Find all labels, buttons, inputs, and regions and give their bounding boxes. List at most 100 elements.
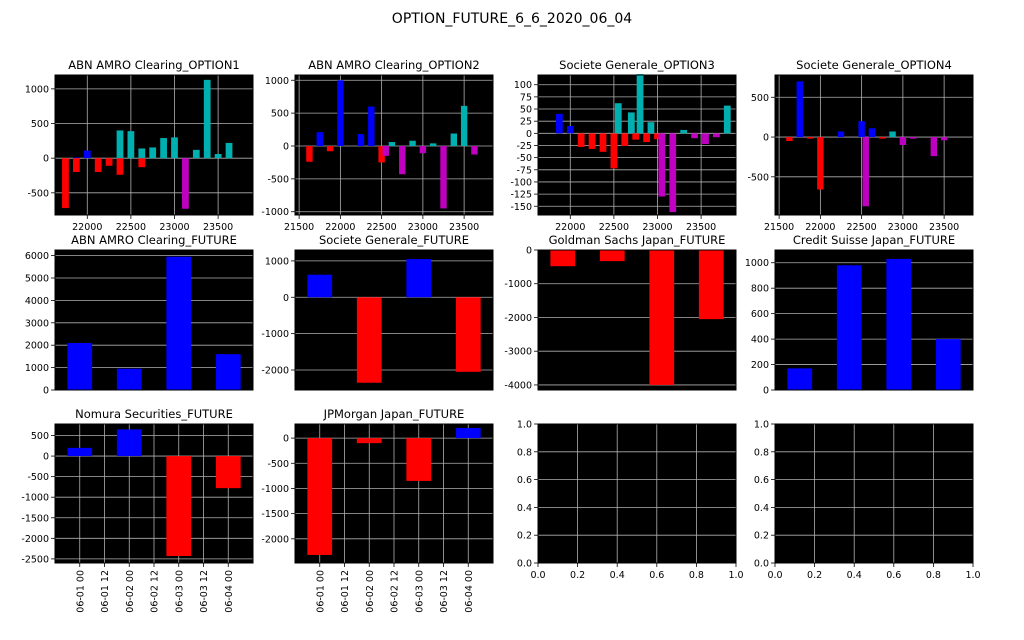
- panel-12: 0.0 0.2 0.4 0.6 0.8 1.0 0.0 0.2 0.4 0.6 0.8 1.0: [754, 420, 981, 582]
- bar: [326, 145, 334, 152]
- bar: [429, 143, 437, 146]
- x-tick-label: 0.4: [610, 570, 625, 581]
- bar: [614, 103, 622, 134]
- bar: [357, 134, 365, 146]
- x-tick-label: 0.6: [886, 570, 901, 581]
- x-tick-label: 22000: [805, 222, 835, 233]
- axes-frame: [54, 423, 254, 564]
- y-tick-label: -75: [516, 165, 532, 176]
- y-tick-label: 1000: [745, 258, 769, 269]
- x-tick-label: 0.2: [570, 570, 585, 581]
- y-tick-label: -500: [747, 172, 769, 183]
- bar-06-03-00: [166, 256, 192, 390]
- bar: [388, 142, 396, 146]
- bar: [116, 158, 124, 175]
- x-tick-label: 1.0: [728, 570, 743, 581]
- axes-frame: [54, 249, 254, 391]
- bar: [399, 145, 406, 175]
- bar: [658, 133, 666, 197]
- bar-06-02-00: [356, 297, 382, 383]
- x-tick-label: 06-02 12: [150, 570, 161, 613]
- bar-06-04-00: [455, 297, 481, 372]
- y-tick-label: 0.4: [754, 503, 769, 514]
- y-tick-label: -3000: [504, 347, 532, 358]
- bar: [889, 131, 896, 138]
- bar: [610, 133, 618, 169]
- bar: [149, 147, 157, 159]
- y-tick-label: 0: [283, 141, 289, 152]
- panel-title: Societe Generale_OPTION4: [796, 58, 952, 72]
- panel-7: -4000 -3000 -2000 -1000 0 Goldman Sachs Japan…: [504, 233, 737, 391]
- y-tick-label: -2000: [504, 313, 532, 324]
- bar: [555, 113, 563, 134]
- bar: [599, 133, 607, 152]
- panel-title: JPMorgan Japan_FUTURE: [323, 407, 465, 421]
- y-tick-label: -1000: [261, 207, 289, 218]
- bar: [837, 131, 845, 138]
- y-tick-label: 0: [763, 133, 769, 144]
- y-tick-label: 0: [43, 452, 49, 463]
- panel-9: -2500 -2000 -1500 -1000 -500 0 500 06-01 00 06-0…: [21, 407, 254, 613]
- bar-06-03-00: [649, 250, 675, 385]
- bar-06-04-00: [455, 428, 481, 439]
- y-tick-label: 75: [520, 92, 532, 103]
- x-tick-label: 06-02 12: [390, 570, 401, 613]
- plot-area: [538, 424, 736, 563]
- bar: [83, 150, 91, 159]
- bar-06-03-00: [406, 259, 432, 298]
- x-tick-label: 06-03 12: [199, 570, 210, 613]
- bar: [868, 128, 876, 138]
- bar: [368, 106, 375, 146]
- panel-title: ABN AMRO Clearing_OPTION2: [308, 58, 479, 72]
- bar-06-01-00: [67, 447, 93, 457]
- panel-2: -1000 -500 0 500 1000 21500 22000 22500 23000 235…: [261, 58, 494, 233]
- bar: [930, 137, 938, 157]
- bar: [588, 133, 596, 149]
- y-tick-label: 1000: [265, 256, 289, 267]
- x-tick-label: 06-01 00: [75, 570, 86, 613]
- bar: [378, 145, 385, 163]
- bar: [306, 145, 313, 162]
- y-tick-label: -1500: [21, 513, 49, 524]
- bar: [440, 145, 447, 209]
- x-tick-label: 06-01 00: [315, 570, 326, 613]
- y-tick-label: 4000: [25, 296, 49, 307]
- bar: [460, 105, 468, 146]
- bar: [72, 157, 80, 159]
- y-tick-label: 500: [751, 93, 769, 104]
- bar: [450, 133, 458, 146]
- axes-frame: [537, 74, 737, 216]
- axes-frame: [54, 74, 254, 216]
- x-tick-label: 23000: [642, 222, 672, 233]
- x-tick-label: 06-03 00: [174, 570, 185, 613]
- y-tick-label: 0: [283, 293, 289, 304]
- axes-frame: [537, 423, 737, 564]
- bar-06-01-00: [307, 438, 333, 555]
- y-tick-label: -2000: [261, 366, 289, 377]
- y-tick-label: 1000: [265, 76, 289, 87]
- x-tick-label: 0.0: [767, 570, 782, 581]
- y-tick-label: 0.8: [517, 447, 532, 458]
- y-tick-label: -2500: [21, 554, 49, 565]
- bar-06-04-00: [698, 250, 724, 320]
- bar: [62, 158, 69, 209]
- plot-area: [55, 75, 253, 215]
- y-tick-label: -2000: [21, 534, 49, 545]
- bar: [214, 154, 222, 159]
- x-tick-label: 1.0: [965, 570, 980, 581]
- bar: [712, 133, 720, 138]
- x-tick-label: 06-02 00: [365, 570, 376, 613]
- bar: [647, 122, 655, 134]
- y-tick-label: 0.6: [754, 475, 769, 486]
- y-tick-label: -500: [267, 459, 289, 470]
- panel-4: -500 0 500 21500 22000 22500 23000 23500 Societe…: [747, 58, 974, 233]
- x-tick-label: 22000: [325, 222, 355, 233]
- x-tick-label: 22500: [599, 222, 629, 233]
- bar: [632, 133, 640, 140]
- bar: [654, 133, 661, 140]
- panel-title: Credit Suisse Japan_FUTURE: [793, 233, 955, 247]
- x-tick-label: 22500: [847, 222, 877, 233]
